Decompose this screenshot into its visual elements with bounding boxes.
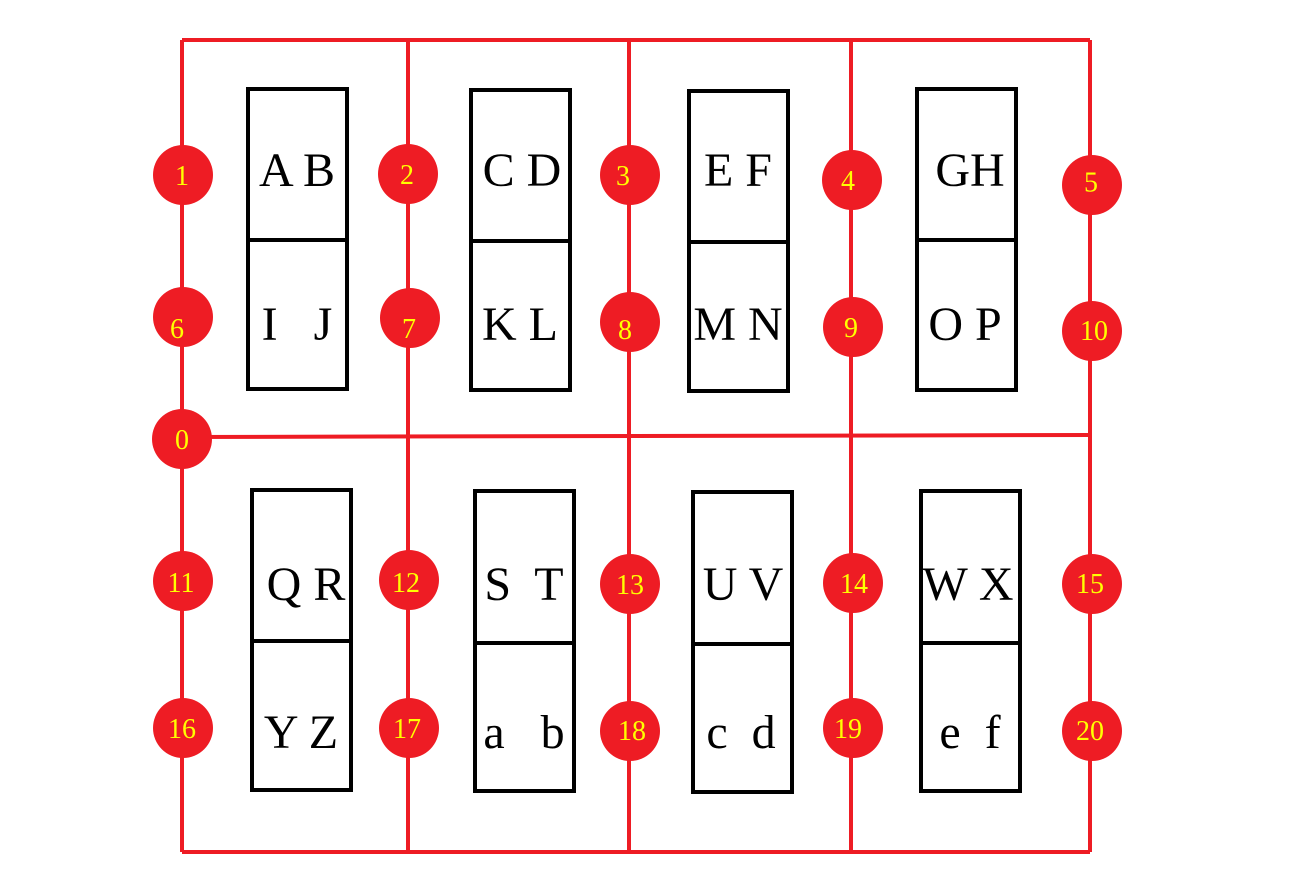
svg-text:2: 2 [400,160,414,191]
svg-text:7: 7 [402,314,416,345]
cell-label: S T [484,558,563,611]
cell-label: GH [935,144,1004,197]
component-box [691,490,794,794]
nodes: 0 1 2 3 4 5 6 7 [152,144,1122,761]
cell-label: e f [939,706,1000,759]
cell-label: O P [928,298,1001,351]
svg-text:13: 13 [616,570,644,601]
cell-label: U V [703,558,784,611]
svg-text:16: 16 [168,714,196,745]
cell-label: c d [706,706,775,759]
cell-label: A B [259,144,335,197]
svg-text:19: 19 [834,714,862,745]
cell-label: C D [483,144,562,197]
svg-text:10: 10 [1080,316,1108,347]
svg-text:3: 3 [616,161,630,192]
cell-label: W X [922,558,1013,611]
svg-text:5: 5 [1084,167,1098,198]
node-15: 15 [1062,554,1122,614]
node-20: 20 [1062,701,1122,761]
svg-text:8: 8 [618,315,632,346]
node-10: 10 [1062,301,1122,361]
svg-text:14: 14 [840,569,868,600]
svg-text:20: 20 [1076,716,1104,747]
svg-text:11: 11 [168,568,195,599]
component-box [469,88,572,392]
cell-label: Y Z [264,706,338,759]
svg-text:4: 4 [841,166,855,197]
node-3: 3 [600,145,660,205]
component-box [919,489,1022,793]
component-boxes [246,87,1022,794]
wire-middle [181,433,1091,439]
cell-label: K L [482,298,558,351]
node-1: 1 [153,145,213,205]
cell-label: Q R [267,558,346,611]
node-9: 9 [823,297,883,357]
cell-label: M N [693,298,782,351]
svg-text:17: 17 [393,714,421,745]
node-6: 6 [153,287,213,347]
node-16: 16 [153,698,213,758]
svg-text:9: 9 [844,313,858,344]
node-17: 17 [379,698,439,758]
svg-text:18: 18 [618,716,646,747]
node-2: 2 [378,144,438,204]
svg-text:1: 1 [175,161,189,192]
component-box [687,89,790,393]
node-12: 12 [379,550,439,610]
component-box [915,87,1018,392]
node-7: 7 [380,288,440,348]
component-box [473,489,576,793]
node-11: 11 [153,551,213,611]
cell-label: a b [483,706,564,759]
node-19: 19 [823,698,883,758]
node-13: 13 [600,554,660,614]
svg-text:6: 6 [170,314,184,345]
svg-text:12: 12 [392,568,420,599]
node-4: 4 [822,150,882,210]
box-labels: A B I J C D K L E F M N GH O P Q R Y Z S… [259,144,1014,759]
svg-text:15: 15 [1076,569,1104,600]
svg-text:0: 0 [175,425,189,456]
node-18: 18 [600,701,660,761]
node-14: 14 [823,553,883,613]
cell-label: E F [704,144,772,197]
node-5: 5 [1062,155,1122,215]
component-box [250,488,353,792]
cell-label: I J [262,298,333,351]
component-box [246,87,349,391]
node-0: 0 [152,409,212,469]
node-8: 8 [600,292,660,352]
